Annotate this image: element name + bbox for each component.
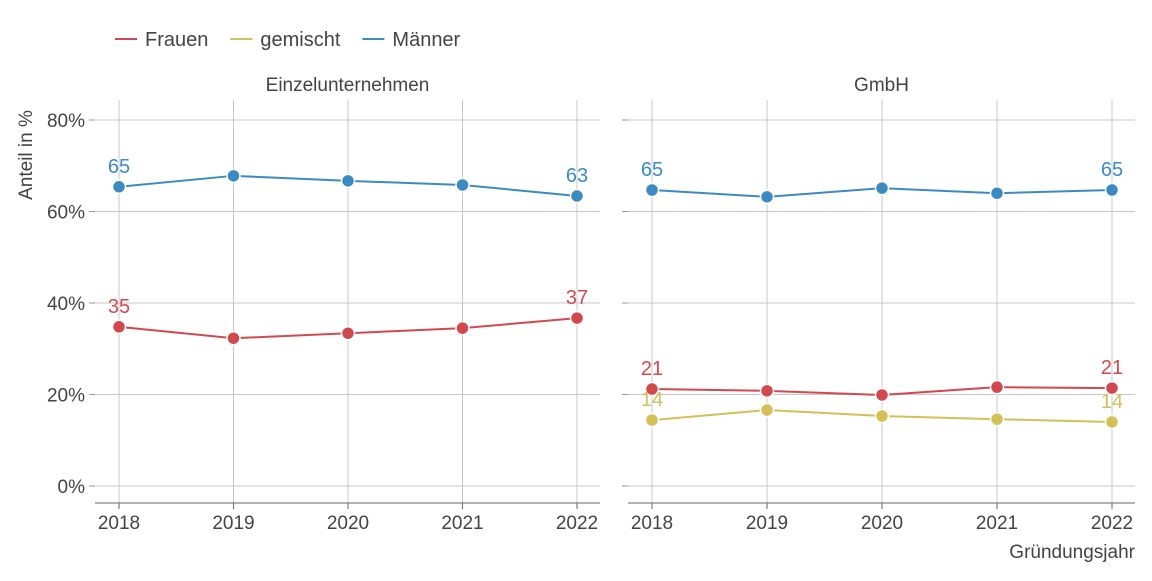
data-point-Frauen	[455, 320, 470, 336]
data-point-Männer	[226, 168, 241, 184]
data-label-Männer: 65	[1101, 159, 1123, 181]
data-label-Männer: 65	[641, 159, 663, 181]
data-label-Männer: 63	[566, 165, 588, 187]
panel-title: GmbH	[854, 75, 909, 96]
data-point-Frauen	[569, 310, 585, 326]
data-point-Männer	[759, 189, 775, 205]
data-point-Frauen	[874, 387, 890, 403]
x-tick-label: 2019	[212, 513, 254, 534]
x-axis-label: Gründungsjahr	[1009, 542, 1135, 563]
data-point-gemischt	[1104, 414, 1120, 430]
y-tick-label: 0%	[58, 477, 86, 498]
data-point-Frauen	[111, 319, 127, 335]
data-point-Frauen	[226, 330, 241, 346]
legend-label: gemischt	[260, 29, 340, 51]
data-label-gemischt: 14	[1101, 391, 1123, 413]
data-label-Frauen: 21	[1101, 357, 1123, 379]
data-label-gemischt: 14	[641, 389, 663, 411]
x-tick-label: 2021	[976, 513, 1018, 534]
x-tick-label: 2020	[861, 513, 903, 534]
data-point-Frauen	[1104, 380, 1120, 396]
data-point-Männer	[569, 188, 585, 204]
data-point-Frauen	[989, 379, 1005, 395]
data-point-gemischt	[644, 412, 660, 428]
data-point-gemischt	[874, 408, 890, 424]
y-tick-label: 80%	[47, 111, 85, 132]
legend-label: Frauen	[145, 29, 208, 51]
data-label-Frauen: 35	[108, 296, 130, 318]
data-point-Männer	[455, 177, 470, 193]
data-point-gemischt	[759, 402, 775, 418]
y-tick-label: 20%	[47, 386, 85, 407]
y-axis-label: Anteil in %	[16, 110, 37, 200]
data-label-Frauen: 21	[641, 358, 663, 380]
data-point-Frauen	[644, 381, 660, 397]
x-tick-label: 2021	[441, 513, 483, 534]
data-point-Männer	[989, 185, 1005, 201]
y-tick-label: 60%	[47, 203, 85, 224]
data-point-Männer	[340, 173, 356, 189]
data-label-Männer: 65	[108, 156, 130, 178]
data-point-Frauen	[340, 325, 356, 341]
data-point-Männer	[1104, 182, 1120, 198]
data-point-Männer	[644, 182, 660, 198]
x-tick-label: 2022	[1091, 513, 1133, 534]
y-tick-label: 40%	[47, 294, 85, 315]
data-point-Männer	[111, 179, 127, 195]
data-point-Frauen	[759, 383, 775, 399]
data-point-Männer	[874, 180, 890, 196]
x-tick-label: 2022	[556, 513, 598, 534]
x-tick-label: 2018	[631, 513, 673, 534]
panel-title: Einzelunternehmen	[266, 75, 430, 96]
legend-label: Männer	[392, 29, 460, 51]
x-tick-label: 2019	[746, 513, 788, 534]
data-label-Frauen: 37	[566, 287, 588, 309]
x-tick-label: 2018	[98, 513, 140, 534]
x-tick-label: 2020	[327, 513, 369, 534]
data-point-gemischt	[989, 411, 1005, 427]
